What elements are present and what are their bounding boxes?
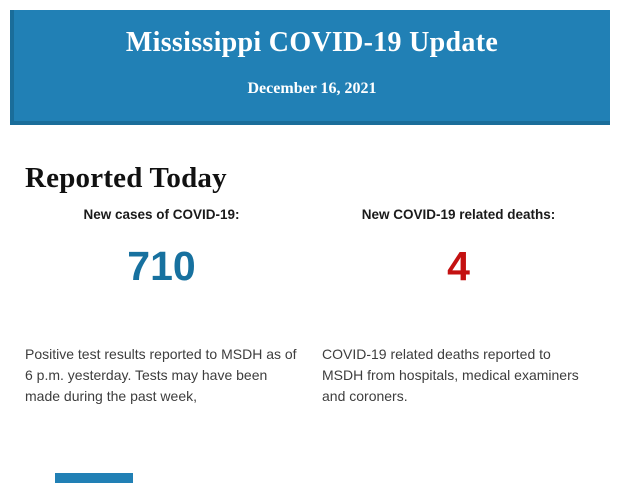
new-deaths-label: New COVID-19 related deaths: [361,207,556,222]
partial-next-section-bar [55,473,133,483]
new-cases-label: New cases of COVID-19: [83,207,240,222]
stat-new-deaths: New COVID-19 related deaths: 4 COVID-19 … [322,207,595,407]
newsletter-header: Mississippi COVID-19 Update December 16,… [10,10,610,125]
stats-columns: New cases of COVID-19: 710 Positive test… [25,207,595,407]
new-deaths-value: 4 [447,243,470,289]
new-cases-description: Positive test results reported to MSDH a… [25,346,297,404]
stat-new-cases: New cases of COVID-19: 710 Positive test… [25,207,298,407]
new-deaths-description: COVID-19 related deaths reported to MSDH… [322,346,579,404]
page-title: Mississippi COVID-19 Update [125,27,499,58]
section-title-reported-today: Reported Today [25,162,227,195]
new-cases-value: 710 [127,243,196,289]
report-date: December 16, 2021 [247,80,377,97]
